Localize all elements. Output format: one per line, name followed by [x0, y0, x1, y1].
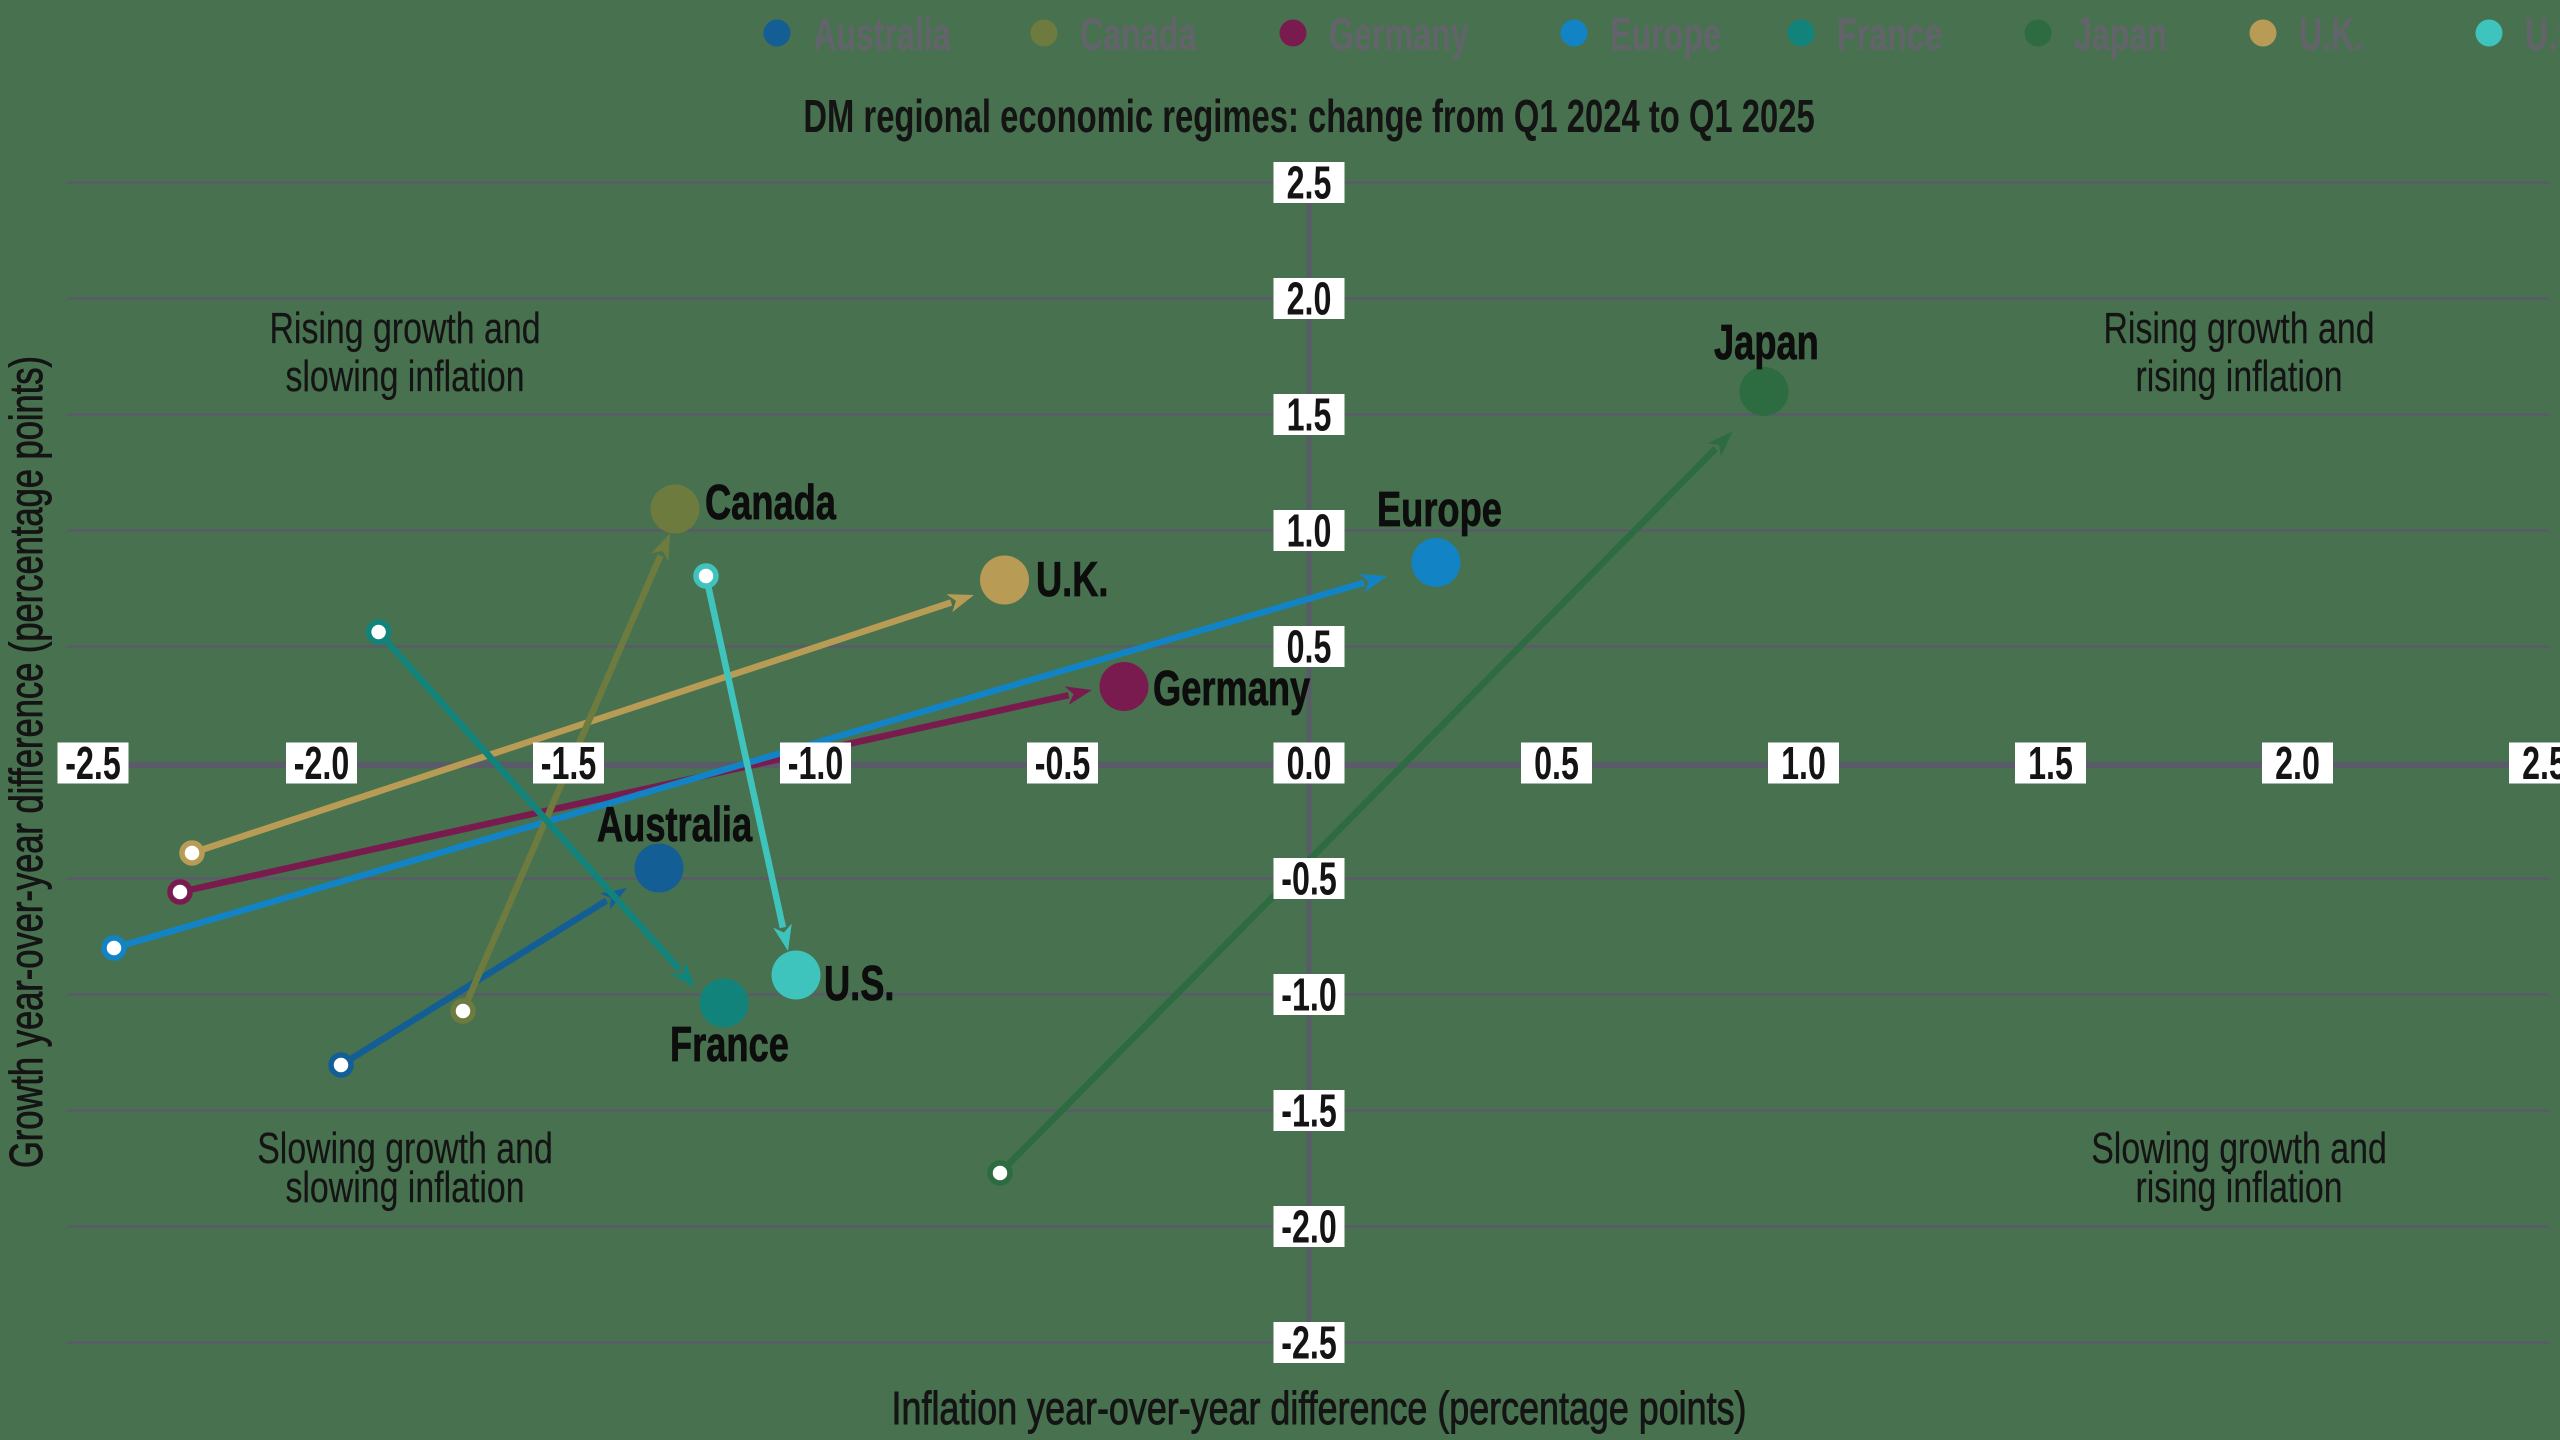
- svg-text:Slowing growth and: Slowing growth and: [257, 1124, 553, 1173]
- svg-text:France: France: [1837, 9, 1943, 60]
- svg-text:U.K.: U.K.: [1036, 553, 1109, 608]
- svg-text:U.K.: U.K.: [2299, 9, 2363, 60]
- svg-text:-0.5: -0.5: [1281, 854, 1336, 905]
- svg-text:DM regional economic regimes:: DM regional economic regimes: change fro…: [803, 92, 1814, 143]
- svg-text:Inflation year-over-year diffe: Inflation year-over-year difference (per…: [892, 1383, 1747, 1434]
- svg-text:0.5: 0.5: [1534, 738, 1579, 789]
- svg-text:U.S.: U.S.: [2525, 9, 2560, 60]
- svg-text:Rising growth and: Rising growth and: [2103, 304, 2374, 353]
- svg-text:Canada: Canada: [1080, 9, 1197, 60]
- svg-text:slowing inflation: slowing inflation: [285, 1163, 524, 1212]
- svg-text:-1.0: -1.0: [1281, 970, 1336, 1021]
- svg-text:Growth year-over-year differen: Growth year-over-year difference (percen…: [0, 356, 52, 1168]
- svg-text:-2.5: -2.5: [65, 738, 120, 789]
- svg-text:rising inflation: rising inflation: [2135, 352, 2342, 401]
- svg-text:Rising growth and: Rising growth and: [269, 304, 540, 353]
- svg-text:0.5: 0.5: [1287, 622, 1332, 673]
- svg-text:-1.5: -1.5: [541, 738, 596, 789]
- svg-text:2.0: 2.0: [2275, 738, 2320, 789]
- svg-text:Europe: Europe: [1377, 483, 1502, 538]
- svg-text:Germany: Germany: [1329, 9, 1469, 60]
- svg-text:France: France: [670, 1018, 789, 1073]
- svg-text:Australia: Australia: [813, 9, 951, 60]
- svg-text:Australia: Australia: [597, 798, 753, 853]
- svg-text:slowing inflation: slowing inflation: [285, 352, 524, 401]
- svg-text:0.0: 0.0: [1287, 738, 1332, 789]
- svg-text:1.5: 1.5: [2028, 738, 2073, 789]
- svg-text:Slowing growth and: Slowing growth and: [2091, 1124, 2387, 1173]
- svg-text:-1.0: -1.0: [788, 738, 843, 789]
- svg-text:U.S.: U.S.: [824, 957, 895, 1012]
- svg-text:-2.0: -2.0: [294, 738, 349, 789]
- svg-text:-2.5: -2.5: [1281, 1318, 1336, 1369]
- svg-text:Japan: Japan: [2074, 9, 2167, 60]
- svg-text:2.5: 2.5: [1287, 158, 1332, 209]
- svg-text:Canada: Canada: [705, 476, 837, 531]
- svg-text:-1.5: -1.5: [1281, 1086, 1336, 1137]
- svg-text:2.5: 2.5: [2522, 738, 2560, 789]
- svg-text:-2.0: -2.0: [1281, 1202, 1336, 1253]
- svg-text:Japan: Japan: [1714, 316, 1819, 371]
- svg-text:-0.5: -0.5: [1035, 738, 1090, 789]
- svg-text:rising inflation: rising inflation: [2135, 1163, 2342, 1212]
- svg-text:1.5: 1.5: [1287, 390, 1332, 441]
- svg-text:1.0: 1.0: [1287, 506, 1332, 557]
- svg-text:1.0: 1.0: [1781, 738, 1826, 789]
- svg-text:Germany: Germany: [1153, 662, 1310, 717]
- svg-text:Europe: Europe: [1610, 9, 1721, 60]
- svg-text:2.0: 2.0: [1287, 274, 1332, 325]
